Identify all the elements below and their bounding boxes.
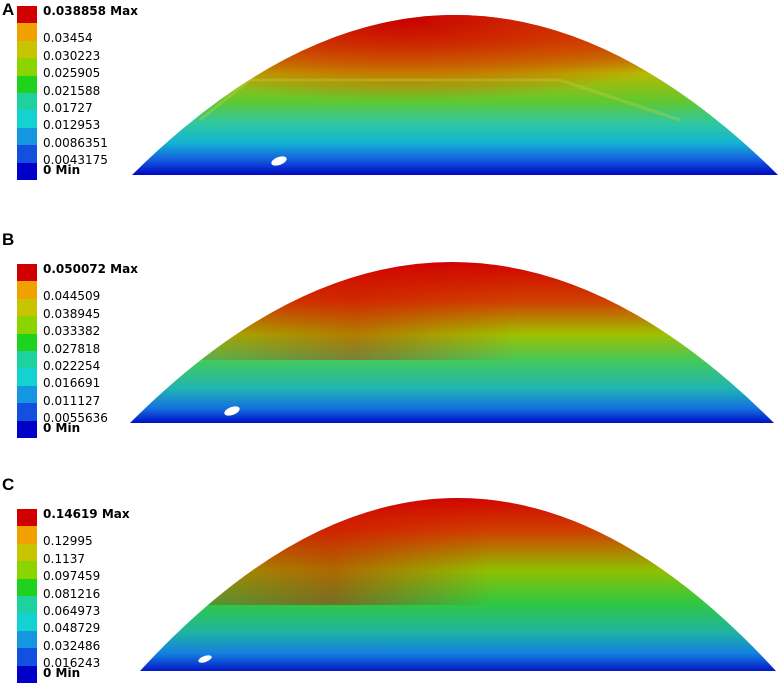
legend-swatch	[17, 403, 37, 421]
legend-swatch	[17, 596, 37, 614]
legend-label: 0.038858 Max	[43, 4, 138, 18]
deformation-contour-plot	[132, 15, 778, 175]
legend-label: 0.048729	[43, 621, 101, 636]
panel-c: C 0.14619 Max 0.129	[0, 475, 784, 683]
legend-label: 0.022254	[43, 359, 101, 373]
legend-swatch	[17, 58, 37, 76]
legend-label: 0.12995	[43, 534, 93, 549]
legend-label: 0.027818	[43, 341, 101, 356]
legend-label: 0.14619 Max	[43, 507, 130, 521]
legend-label: 0.03454	[43, 31, 93, 46]
legend-label: 0.081216	[43, 586, 101, 601]
legend-swatch	[17, 93, 37, 111]
legend-swatch	[17, 630, 37, 649]
legend-label: 0.044509	[43, 289, 101, 304]
legend-label: 0.050072 Max	[43, 262, 138, 276]
legend-swatch	[17, 543, 37, 562]
legend-swatch	[17, 509, 37, 527]
legend-swatch	[17, 368, 37, 386]
legend-label: 0.030223	[43, 48, 101, 63]
legend-swatch	[17, 648, 37, 666]
legend-swatch	[17, 162, 37, 180]
legend-label: 0.025905	[43, 66, 101, 81]
legend-label: 0.012953	[43, 118, 101, 133]
legend-swatch	[17, 264, 37, 282]
legend-swatch	[17, 578, 37, 596]
legend-swatch	[17, 6, 37, 24]
legend-label: 0.016691	[43, 376, 101, 391]
legend-swatch	[17, 316, 37, 334]
legend-swatch	[17, 351, 37, 369]
legend-label: 0.01727	[43, 101, 93, 115]
legend-label: 0.097459	[43, 569, 101, 584]
legend-label: 0 Min	[43, 420, 81, 435]
legend-label: 0 Min	[43, 162, 81, 177]
legend-label: 0.1137	[43, 551, 85, 566]
legend-swatch	[17, 40, 37, 59]
legend-label: 0.0086351	[43, 135, 108, 150]
legend-label: 0.032486	[43, 638, 101, 653]
panel-label: B	[2, 230, 15, 249]
panel-a: A 0.038	[0, 0, 784, 180]
legend-swatch	[17, 110, 37, 128]
legend-label: 0.0043175	[43, 153, 108, 168]
legend-swatch	[17, 420, 37, 438]
legend-swatch	[17, 281, 37, 299]
deformation-contour-plot	[140, 498, 776, 671]
legend-swatch	[17, 298, 37, 317]
legend-swatch	[17, 526, 37, 544]
panel-label: C	[2, 475, 15, 494]
legend-label: 0.064973	[43, 604, 101, 618]
legend-label: 0.038945	[43, 306, 101, 321]
deformation-contour-plot	[130, 262, 774, 423]
legend-label: 0.033382	[43, 324, 101, 339]
panel-label: A	[2, 0, 15, 19]
legend-label: 0.016243	[43, 656, 101, 671]
legend-label: 0.021588	[43, 83, 101, 98]
panel-b: B 0.050072 Max 0.04	[0, 230, 784, 438]
legend-swatch	[17, 665, 37, 683]
legend-swatch	[17, 385, 37, 404]
legend-swatch	[17, 23, 37, 41]
legend-swatch	[17, 561, 37, 579]
legend-swatch	[17, 75, 37, 93]
legend-label: 0.0055636	[43, 411, 108, 426]
legend-swatch	[17, 127, 37, 146]
legend-label: 0.011127	[43, 393, 101, 408]
legend-swatch	[17, 613, 37, 631]
legend-swatch	[17, 145, 37, 163]
legend-label: 0 Min	[43, 665, 81, 680]
legend-swatch	[17, 333, 37, 351]
